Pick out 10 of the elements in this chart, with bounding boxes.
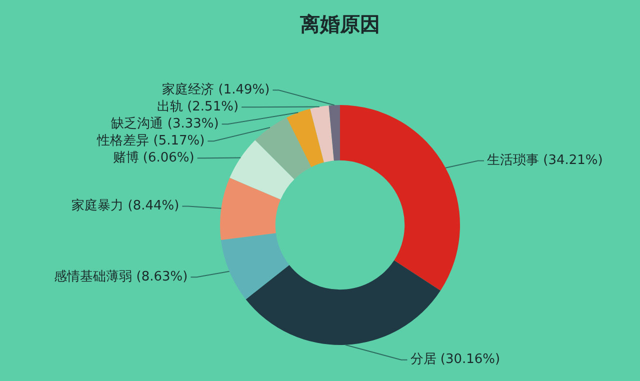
slice-label: 出轨 (2.51%) (156, 100, 239, 115)
slice-label: 感情基础薄弱 (8.63%) (54, 270, 188, 285)
slice-label: 家庭经济 (1.49%) (162, 82, 270, 98)
slice-label: 赌博 (6.06%) (112, 150, 194, 166)
slice-label: 分居 (30.16%) (410, 352, 500, 368)
slice-label: 缺乏沟通 (3.33%) (111, 116, 219, 132)
chart-title: 离婚原因 (299, 12, 380, 36)
slice-label: 性格差异 (5.17%) (96, 134, 205, 149)
slice-label: 生活琐事 (34.21%) (486, 153, 603, 168)
slice-label: 家庭暴力 (8.44%) (72, 198, 180, 214)
